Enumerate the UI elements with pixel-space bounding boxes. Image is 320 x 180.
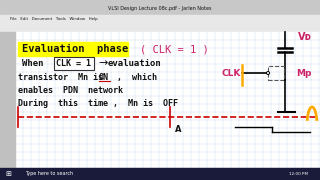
Text: VLSI Design Lecture 08c.pdf - Jarlen Notes: VLSI Design Lecture 08c.pdf - Jarlen Not…	[108, 6, 212, 10]
Bar	[0, 168, 320, 180]
Bar	[268, 66, 284, 80]
Text: CLK = 1: CLK = 1	[57, 58, 92, 68]
Text: When: When	[22, 58, 44, 68]
Text: ON: ON	[99, 73, 109, 82]
Text: enables  PDN  network: enables PDN network	[18, 86, 123, 94]
Text: File   Edit   Document   Tools   Window   Help: File Edit Document Tools Window Help	[10, 17, 98, 21]
Text: ,  which: , which	[112, 73, 157, 82]
Bar	[0, 0, 320, 15]
Bar	[0, 15, 320, 23]
Bar	[15, 32, 320, 168]
FancyBboxPatch shape	[54, 57, 94, 70]
Text: →: →	[98, 58, 108, 68]
Bar	[18, 42, 128, 56]
Text: A: A	[175, 125, 181, 134]
Text: transistor  Mn is: transistor Mn is	[18, 73, 108, 82]
Bar	[0, 32, 15, 168]
Text: Vᴅ: Vᴅ	[298, 32, 312, 42]
Text: evaluation: evaluation	[108, 58, 162, 68]
Text: CLK: CLK	[222, 69, 241, 78]
Circle shape	[267, 71, 269, 75]
Text: During  this  time ,  Mn is  OFF: During this time , Mn is OFF	[18, 98, 178, 107]
Text: ⊞: ⊞	[5, 171, 11, 177]
Bar	[0, 23, 320, 32]
Text: Type here to search: Type here to search	[25, 172, 73, 177]
Text: 12:00 PM: 12:00 PM	[289, 172, 308, 176]
Text: Evaluation  phase: Evaluation phase	[22, 44, 128, 54]
Text: ( CLK = 1 ): ( CLK = 1 )	[140, 44, 209, 54]
Text: Mp: Mp	[296, 69, 311, 78]
